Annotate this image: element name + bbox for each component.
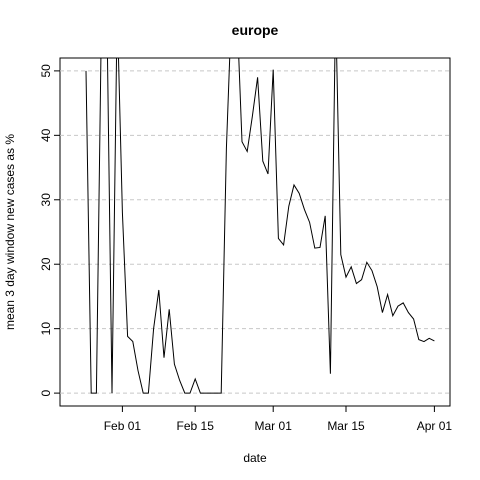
y-tick-label: 10 <box>39 322 53 336</box>
x-tick-label: Feb 15 <box>177 419 215 433</box>
y-tick-label: 40 <box>39 128 53 142</box>
x-tick-label: Feb 01 <box>104 419 142 433</box>
plot-area <box>85 58 435 394</box>
y-tick-label: 0 <box>39 389 53 396</box>
plot-frame <box>59 57 451 407</box>
y-tick-label: 30 <box>39 193 53 207</box>
x-tick-label: Apr 01 <box>417 419 453 433</box>
y-axis-label: mean 3 day window new cases as % <box>3 134 17 330</box>
x-tick-label: Mar 15 <box>327 419 365 433</box>
data-line <box>85 58 435 394</box>
x-tick-label: Mar 01 <box>255 419 293 433</box>
y-tick-label: 20 <box>39 257 53 271</box>
x-axis-label: date <box>243 451 267 465</box>
chart-title: europe <box>232 22 279 38</box>
y-tick-label: 50 <box>39 64 53 78</box>
